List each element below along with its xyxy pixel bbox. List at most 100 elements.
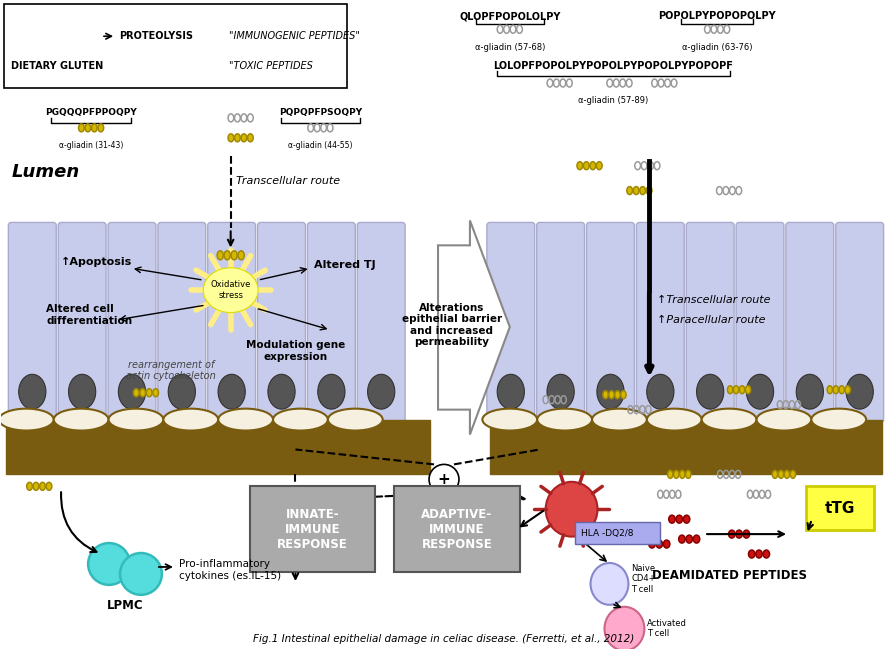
Text: ↑Paracellular route: ↑Paracellular route [657,315,765,325]
Ellipse shape [429,464,459,494]
Text: Altered cell
differentiation: Altered cell differentiation [46,304,132,326]
Text: Naive
CD4+
T cell: Naive CD4+ T cell [631,564,656,594]
Ellipse shape [668,471,673,478]
Ellipse shape [833,385,838,394]
Ellipse shape [79,29,91,38]
Ellipse shape [33,482,39,490]
Text: Modulation gene
expression: Modulation gene expression [246,340,345,361]
FancyBboxPatch shape [490,420,882,474]
Ellipse shape [54,409,108,430]
Ellipse shape [91,124,97,132]
Text: α-gliadin (57-68): α-gliadin (57-68) [474,43,545,52]
Ellipse shape [273,409,328,430]
Text: rearrangement of
actin cytoskeleton: rearrangement of actin cytoskeleton [126,360,216,382]
Text: HLA -DQ2/8: HLA -DQ2/8 [581,528,633,538]
Ellipse shape [639,187,646,194]
Text: QLOPFPOPOLOLPY: QLOPFPOPOLOLPY [459,11,560,21]
Ellipse shape [827,385,832,394]
Ellipse shape [168,374,195,409]
Ellipse shape [482,409,537,430]
Text: DIETARY GLUTEN: DIETARY GLUTEN [12,61,104,71]
Ellipse shape [133,389,139,396]
Ellipse shape [231,251,237,260]
FancyBboxPatch shape [8,222,56,422]
Ellipse shape [649,540,655,548]
Ellipse shape [790,471,796,478]
FancyBboxPatch shape [258,222,305,422]
Ellipse shape [646,187,652,194]
Text: ↑Apoptosis: ↑Apoptosis [61,257,132,267]
Ellipse shape [669,515,675,523]
Ellipse shape [740,385,745,394]
Text: Altered TJ: Altered TJ [314,260,376,270]
Ellipse shape [696,374,724,409]
Ellipse shape [0,409,54,430]
FancyBboxPatch shape [357,222,405,422]
Ellipse shape [203,268,258,313]
Ellipse shape [98,124,104,132]
Text: ADAPTIVE-
IMMUNE
RESPONSE: ADAPTIVE- IMMUNE RESPONSE [422,508,493,551]
FancyBboxPatch shape [575,522,661,544]
Ellipse shape [757,409,812,430]
Ellipse shape [84,35,98,44]
Ellipse shape [198,62,204,70]
FancyBboxPatch shape [637,222,685,422]
FancyBboxPatch shape [4,5,347,88]
Ellipse shape [85,124,91,132]
Ellipse shape [228,134,234,142]
FancyBboxPatch shape [307,222,355,422]
Ellipse shape [218,374,245,409]
Text: PQPQPFPSOQPY: PQPQPFPSOQPY [279,108,362,117]
FancyBboxPatch shape [806,486,874,530]
Ellipse shape [756,550,762,558]
Text: "TOXIC PEPTIDES: "TOXIC PEPTIDES [229,61,313,71]
Ellipse shape [749,550,755,558]
Ellipse shape [743,530,749,538]
Text: tTG: tTG [825,500,855,515]
Ellipse shape [686,471,691,478]
Polygon shape [438,220,510,435]
Ellipse shape [603,391,608,398]
Text: Transcellular route: Transcellular route [235,176,340,186]
Text: α-gliadin (57-89): α-gliadin (57-89) [578,96,648,105]
Ellipse shape [694,535,700,543]
Ellipse shape [47,34,60,43]
Text: "IMMUNOGENIC PEPTIDES": "IMMUNOGENIC PEPTIDES" [229,31,360,41]
Ellipse shape [597,162,602,170]
Ellipse shape [676,515,683,523]
Ellipse shape [64,29,76,38]
Ellipse shape [727,385,733,394]
FancyBboxPatch shape [836,222,884,422]
Ellipse shape [218,409,273,430]
Text: PGQQQPFPPOQPY: PGQQQPFPPOQPY [45,108,137,117]
Ellipse shape [238,251,244,260]
Ellipse shape [163,409,218,430]
Ellipse shape [42,28,54,37]
Ellipse shape [778,471,783,478]
Ellipse shape [118,374,146,409]
Ellipse shape [763,550,770,558]
Ellipse shape [646,374,674,409]
Text: LPMC: LPMC [107,599,143,612]
Ellipse shape [646,409,702,430]
FancyBboxPatch shape [250,486,376,572]
Ellipse shape [678,535,686,543]
Ellipse shape [583,162,589,170]
Text: INNATE-
IMMUNE
RESPONSE: INNATE- IMMUNE RESPONSE [277,508,348,551]
Ellipse shape [839,385,844,394]
Ellipse shape [591,563,629,604]
FancyBboxPatch shape [158,222,206,422]
Text: PROTEOLYSIS: PROTEOLYSIS [119,31,193,41]
Text: ↑Transcellular route: ↑Transcellular route [657,295,771,305]
FancyBboxPatch shape [6,420,430,474]
Ellipse shape [153,389,158,396]
Ellipse shape [328,409,383,430]
Text: Fig.1 Intestinal epithelial damage in celiac disease. (Ferretti, et al., 2012): Fig.1 Intestinal epithelial damage in ce… [253,634,635,644]
FancyBboxPatch shape [59,222,106,422]
Ellipse shape [646,525,653,533]
Ellipse shape [318,374,345,409]
Text: Alterations
epithelial barrier
and increased
permeability: Alterations epithelial barrier and incre… [402,303,502,347]
Ellipse shape [241,134,247,142]
FancyBboxPatch shape [487,222,535,422]
Ellipse shape [605,607,645,650]
